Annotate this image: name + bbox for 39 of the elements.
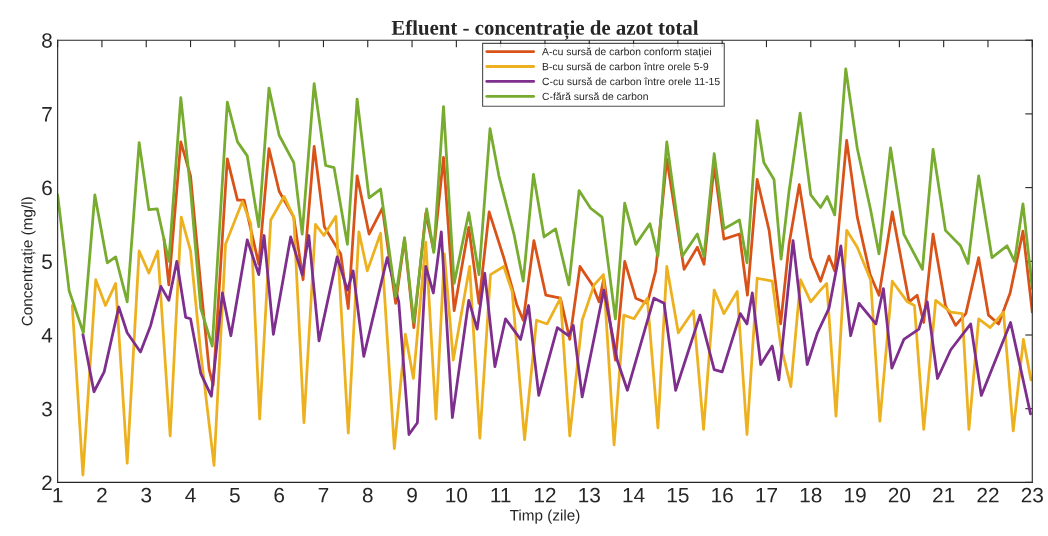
x-tick-label: 17 [756, 488, 778, 503]
x-tick-label: 1 [53, 488, 63, 503]
legend-label: C-cu sursă de carbon între orele 11-15 [542, 77, 720, 86]
y-axis-title: Concentrație (mg/l) [21, 197, 36, 326]
x-tick-label: 9 [407, 487, 417, 503]
y-tick-label: 7 [42, 107, 52, 122]
y-tick-label: 2 [42, 475, 52, 490]
x-tick-label: 2 [97, 487, 107, 503]
chart-title: Efluent - concentrație de azot total [391, 19, 699, 40]
x-tick-label: 10 [446, 487, 468, 503]
x-tick-label: 3 [141, 487, 152, 503]
x-tick-label: 23 [1021, 487, 1043, 503]
x-tick-label: 12 [534, 487, 556, 503]
line-series [70, 195, 1033, 477]
x-tick-label: 5 [229, 488, 240, 503]
x-tick-label: 8 [362, 487, 373, 503]
x-tick-label: 19 [845, 487, 866, 503]
x-tick-label: 7 [318, 488, 329, 503]
line-series [81, 230, 1032, 436]
y-tick-label: 4 [41, 328, 53, 343]
x-tick-label: 6 [274, 487, 285, 503]
x-axis-title: Timp (zile) [509, 509, 580, 524]
x-tick-label: 15 [667, 488, 689, 503]
x-tick-label: 21 [933, 487, 955, 503]
x-tick-label: 4 [185, 488, 196, 503]
x-tick-label: 14 [623, 488, 645, 503]
x-tick-label: 13 [579, 487, 600, 503]
y-tick-label: 8 [42, 33, 52, 48]
legend-label: B-cu sursă de carbon între orele 5-9 [542, 62, 709, 71]
y-tick-label: 6 [42, 180, 52, 196]
x-tick-label: 11 [491, 488, 511, 503]
y-tick-label: 3 [41, 401, 52, 417]
y-tick-label: 5 [42, 254, 52, 270]
x-tick-label: 18 [800, 487, 822, 503]
x-tick-label: 22 [977, 487, 999, 503]
x-tick-label: 20 [888, 487, 911, 503]
x-tick-label: 16 [712, 487, 733, 503]
legend-label: A-cu sursă de carbon conform stației [542, 47, 711, 58]
legend-label: C-fără sursă de carbon [542, 92, 648, 101]
